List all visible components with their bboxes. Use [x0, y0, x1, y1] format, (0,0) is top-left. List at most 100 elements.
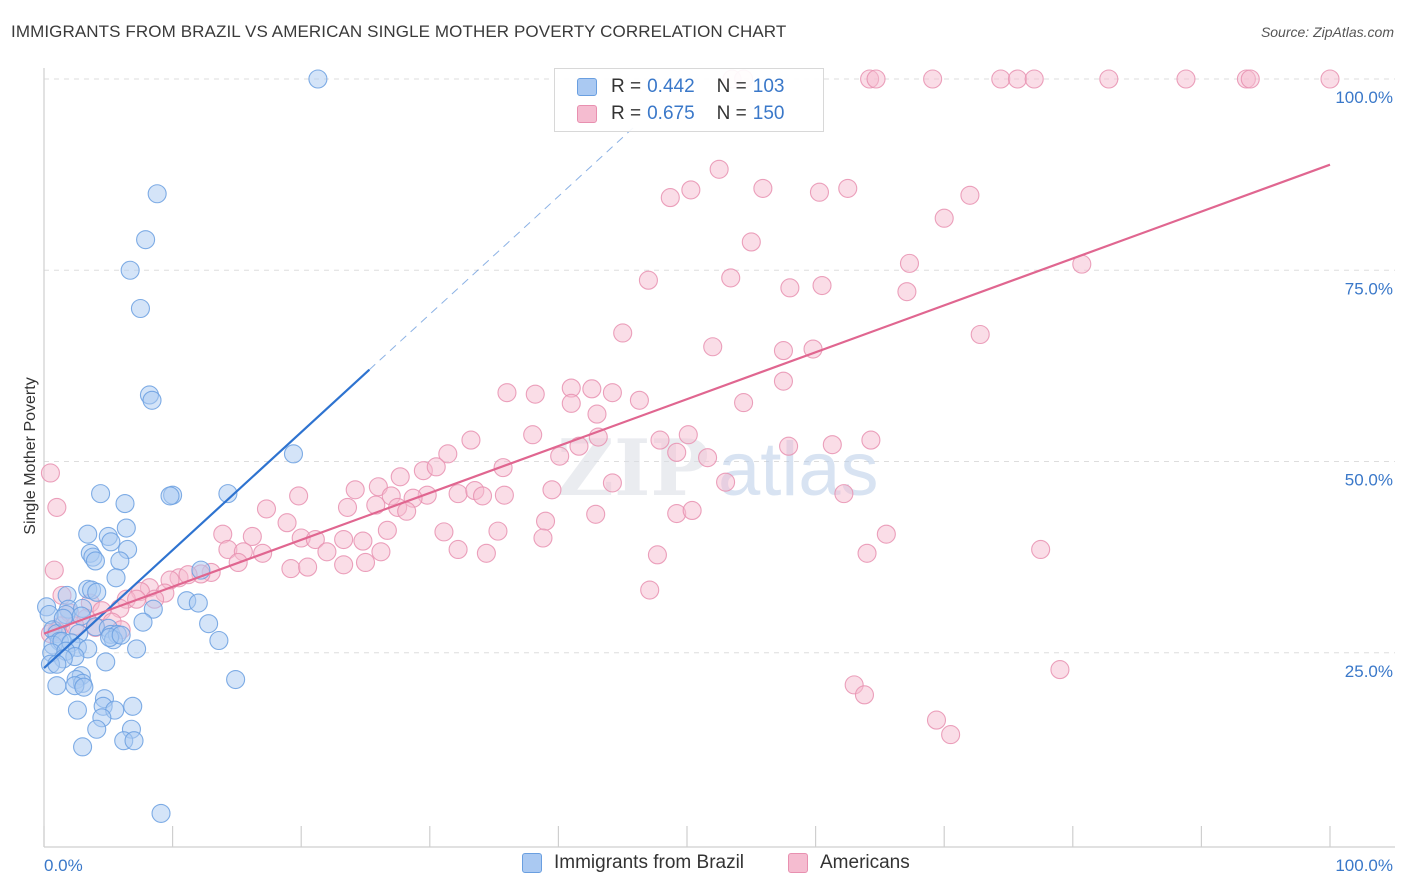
americans-point: [47, 497, 67, 517]
watermark-atlas: atlas: [718, 427, 879, 512]
americans-point: [1240, 69, 1260, 89]
americans-point: [561, 393, 581, 413]
y-tick-label: 75.0%: [1345, 279, 1393, 298]
americans-point: [277, 513, 297, 533]
americans-point: [926, 710, 947, 730]
americans-point: [582, 379, 602, 399]
americans-point: [934, 208, 954, 228]
americans-point: [493, 458, 513, 478]
brazil-point: [111, 625, 131, 645]
americans-point: [390, 467, 410, 487]
brazil-legend-swatch: [522, 853, 542, 873]
americans-point: [448, 539, 468, 560]
americans-point: [773, 341, 794, 361]
americans-point: [256, 499, 277, 519]
americans-point: [709, 159, 729, 179]
brazil-point: [87, 582, 107, 602]
x-tick-label: 0.0%: [44, 856, 83, 875]
r-value: 0.675: [647, 103, 695, 124]
americans-point: [317, 542, 337, 562]
americans-point: [461, 430, 481, 450]
americans-point: [876, 524, 896, 544]
americans-point: [779, 436, 799, 456]
americans-point: [587, 404, 607, 424]
r-label: R =: [611, 76, 642, 97]
brazil-point: [47, 676, 67, 696]
axes: [43, 68, 1395, 848]
brazil-point: [147, 184, 167, 204]
n-value: 150: [752, 103, 785, 124]
americans-trend-line: [43, 163, 1331, 635]
americans-point: [366, 495, 386, 515]
americans-point: [1024, 69, 1044, 89]
y-tick-label: 25.0%: [1345, 662, 1393, 681]
brazil-point: [106, 568, 126, 588]
americans-point: [334, 529, 354, 550]
americans-point: [305, 529, 325, 550]
americans-point: [434, 522, 454, 542]
americans-point: [716, 472, 736, 492]
brazil-point: [143, 599, 163, 619]
americans-point: [667, 503, 687, 524]
americans-point: [535, 511, 556, 531]
americans-point: [281, 559, 301, 579]
correlation-stats-box: R = 0.442 N = 103 R = 0.675 N = 150: [554, 68, 824, 132]
brazil-point: [78, 524, 98, 544]
americans-point: [569, 436, 589, 456]
americans-point: [438, 444, 458, 464]
r-label: R =: [611, 103, 642, 124]
americans-point: [1007, 69, 1028, 89]
americans-point: [525, 384, 545, 404]
americans-point: [834, 484, 854, 504]
americans-point: [613, 323, 633, 343]
n-value: 103: [752, 76, 785, 97]
americans-point: [857, 543, 877, 563]
brazil-point: [283, 444, 304, 464]
x-tick-label: 100.0%: [1335, 856, 1393, 875]
brazil-point: [308, 69, 328, 89]
brazil-point: [199, 614, 219, 634]
americans-point: [371, 542, 391, 562]
americans-point: [497, 383, 517, 403]
brazil-point: [133, 612, 153, 632]
americans-point: [602, 473, 622, 493]
americans-point: [542, 480, 562, 500]
brazil-point: [85, 551, 105, 571]
americans-point: [703, 337, 723, 357]
americans-swatch: [577, 105, 597, 123]
americans-point: [861, 430, 881, 450]
brazil-point: [87, 719, 107, 739]
brazil-point: [116, 518, 136, 538]
americans-point: [40, 463, 60, 483]
americans-point: [822, 435, 842, 455]
americans-point: [647, 545, 667, 565]
brazil-point: [188, 593, 208, 613]
americans-point: [334, 555, 354, 575]
americans-point: [970, 324, 990, 345]
americans-point: [753, 178, 773, 198]
americans-point: [899, 253, 920, 273]
americans-point: [377, 520, 397, 540]
americans-point: [667, 442, 687, 462]
brazil-point: [123, 696, 143, 716]
americans-point: [289, 486, 309, 506]
legend-item-brazil[interactable]: Immigrants from Brazil: [522, 852, 744, 874]
brazil-trend-extension: [369, 127, 634, 371]
americans-point: [44, 560, 64, 580]
brazil-swatch: [577, 78, 597, 96]
americans-point: [854, 685, 875, 705]
americans-point: [638, 270, 658, 290]
americans-point: [681, 180, 701, 200]
americans-point: [960, 185, 980, 205]
americans-point: [741, 232, 761, 252]
americans-point: [1320, 69, 1340, 89]
americans-point: [838, 178, 858, 198]
americans-point: [773, 371, 794, 391]
brazil-point: [160, 486, 180, 506]
americans-point: [397, 501, 417, 521]
americans-point: [426, 457, 446, 477]
americans-point: [1050, 660, 1070, 680]
americans-point: [629, 390, 649, 410]
legend-item-americans[interactable]: Americans: [788, 852, 910, 874]
